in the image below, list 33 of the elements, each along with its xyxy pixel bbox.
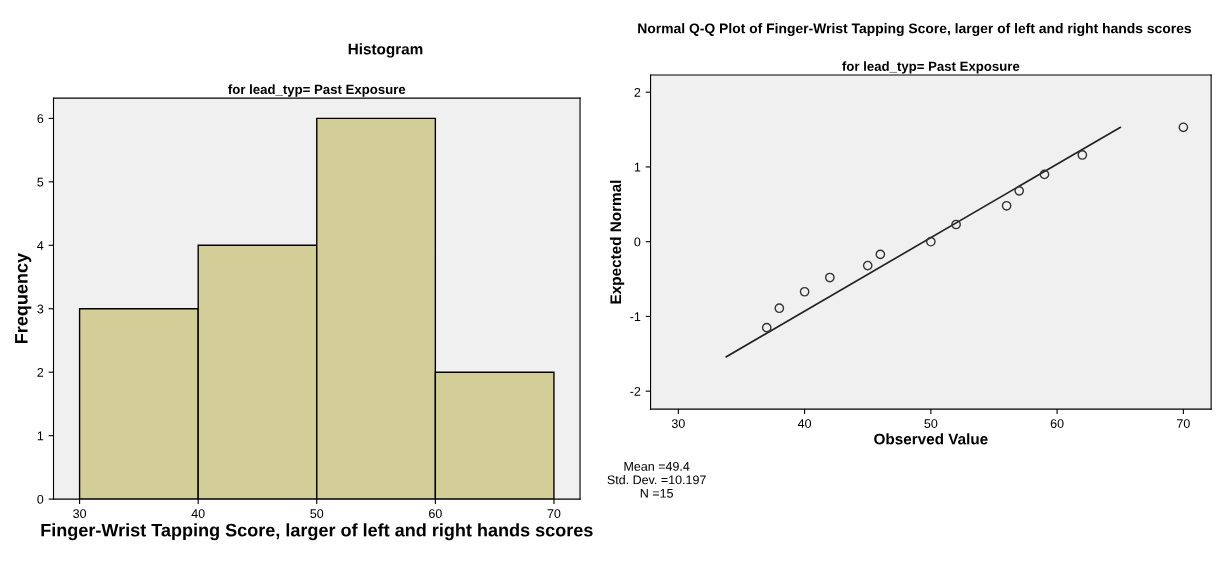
chart-subtitle: for lead_typ= Past Exposure — [842, 61, 1020, 74]
y-tick-label: 2 — [634, 88, 641, 97]
y-tick-label: -2 — [630, 386, 641, 396]
x-tick-label: 50 — [310, 509, 324, 519]
x-tick-label: 30 — [671, 419, 685, 428]
y-tick-label: 5 — [37, 177, 44, 187]
chart-subtitle: for lead_typ= Past Exposure — [228, 84, 406, 97]
chart-title: Histogram — [348, 43, 423, 58]
y-tick-label: 0 — [37, 494, 44, 504]
text: Std. Dev. =10.197 — [607, 475, 706, 485]
y-axis-title: Frequency — [15, 253, 32, 344]
y-tick-label: 3 — [37, 304, 44, 314]
y-tick-label: 1 — [37, 431, 44, 441]
x-tick-label: 40 — [191, 509, 205, 519]
text: N =15 — [640, 488, 673, 498]
y-tick-label: 4 — [37, 241, 44, 250]
y-axis-title: Expected Normal — [609, 180, 625, 304]
y-tick-label: 0 — [634, 237, 641, 247]
x-axis-title: Observed Value — [874, 433, 988, 445]
chart-title: Normal Q-Q Plot of Finger-Wrist Tapping Score, larger of left and right hands scores — [638, 23, 1192, 37]
text: Mean =49.4 — [624, 461, 690, 471]
x-tick-label: 70 — [547, 509, 561, 519]
y-tick-label: 1 — [634, 162, 641, 172]
x-tick-label: 60 — [1050, 419, 1064, 428]
y-tick-label: 2 — [37, 368, 44, 377]
y-tick-label: -1 — [630, 312, 641, 321]
y-tick-label: 6 — [37, 114, 44, 124]
x-tick-label: 40 — [797, 419, 812, 428]
x-tick-label: 70 — [1177, 419, 1190, 428]
x-tick-label: 30 — [73, 509, 87, 519]
x-axis-title: Finger-Wrist Tapping Score, larger of left and right hands scores — [41, 523, 593, 541]
x-tick-label: 60 — [429, 509, 442, 519]
x-tick-label: 50 — [924, 419, 938, 428]
